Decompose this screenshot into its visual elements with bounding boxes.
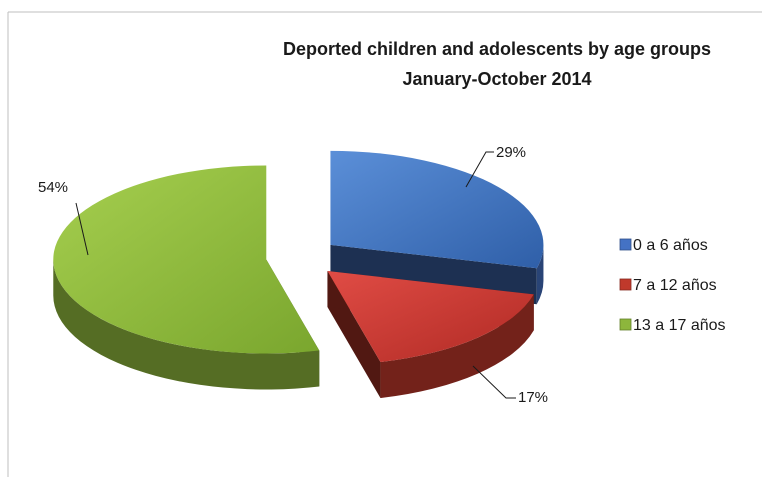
legend-swatch-3 bbox=[619, 318, 632, 331]
leader-line-1 bbox=[465, 151, 494, 188]
pie-slice-top-3 bbox=[53, 165, 320, 354]
pie-slice-top-1 bbox=[330, 150, 544, 269]
data-label-2: 17% bbox=[518, 389, 548, 406]
data-label-1: 29% bbox=[496, 144, 526, 161]
legend-label-3: 13 a 17 años bbox=[633, 317, 726, 334]
legend-item-1: 0 a 6 años bbox=[619, 237, 708, 254]
chart-subtitle: January-October 2014 bbox=[402, 69, 591, 89]
legend-swatch-2 bbox=[619, 278, 632, 291]
legend-label-2: 7 a 12 años bbox=[633, 277, 717, 294]
data-label-3: 54% bbox=[38, 179, 68, 196]
legend-swatch-1 bbox=[619, 238, 632, 251]
legend-item-3: 13 a 17 años bbox=[619, 317, 726, 334]
chart-title: Deported children and adolescents by age… bbox=[283, 39, 711, 59]
pie-slice-side-2 bbox=[380, 294, 534, 399]
leader-line-3 bbox=[75, 202, 89, 256]
pie-slice-side-1 bbox=[536, 244, 544, 305]
leader-line-2 bbox=[472, 365, 516, 399]
pie-slice-top-2 bbox=[327, 271, 534, 363]
chart-legend: 0 a 6 años 7 a 12 años 13 a 17 años bbox=[619, 237, 726, 334]
legend-label-1: 0 a 6 años bbox=[633, 237, 708, 254]
legend-item-2: 7 a 12 años bbox=[619, 277, 717, 294]
pie-slice-side-3 bbox=[53, 259, 320, 390]
pie-slice-2 bbox=[327, 271, 534, 399]
pie-slice-3 bbox=[53, 165, 320, 390]
